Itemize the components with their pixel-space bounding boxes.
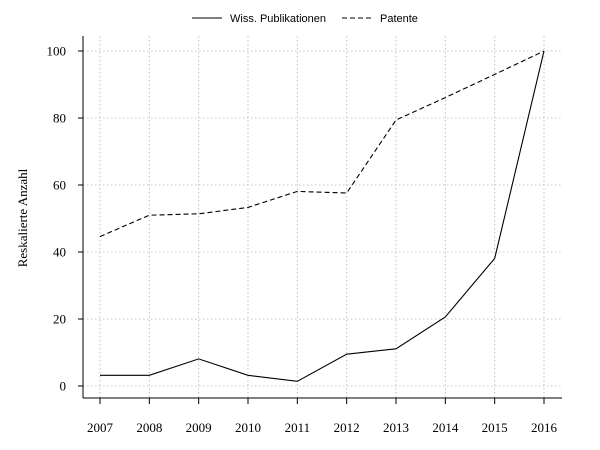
x-tick-label: 2010 xyxy=(235,420,261,435)
legend: Wiss. Publikationen Patente xyxy=(192,13,418,25)
legend-label: Patente xyxy=(380,13,418,25)
series-line-patente xyxy=(99,50,545,238)
series-lines xyxy=(99,50,545,382)
x-tick-label: 2011 xyxy=(285,420,311,435)
x-tick-label: 2008 xyxy=(136,420,162,435)
series-line-publikationen xyxy=(100,50,545,382)
x-tick-label: 2009 xyxy=(186,420,212,435)
legend-label: Wiss. Publikationen xyxy=(230,13,326,25)
y-tick-label: 80 xyxy=(53,111,66,126)
y-tick-label: 20 xyxy=(53,312,66,327)
x-tick-label: 2007 xyxy=(87,420,114,435)
axes: 0 20 40 60 80 100 2007 2008 2009 2010 2011 2012 2013… xyxy=(47,36,562,435)
y-axis-title: Reskalierte Anzahl xyxy=(15,168,30,267)
y-tick-label: 40 xyxy=(53,245,66,260)
x-tick-label: 2016 xyxy=(531,420,558,435)
y-tick-label: 60 xyxy=(53,178,66,193)
grid xyxy=(83,36,562,398)
y-tick-label: 100 xyxy=(47,44,67,59)
x-tick-label: 2014 xyxy=(432,420,459,435)
y-tick-label: 0 xyxy=(60,379,67,394)
x-tick-label: 2012 xyxy=(334,420,360,435)
x-tick-label: 2015 xyxy=(482,420,508,435)
x-tick-label: 2013 xyxy=(383,420,409,435)
